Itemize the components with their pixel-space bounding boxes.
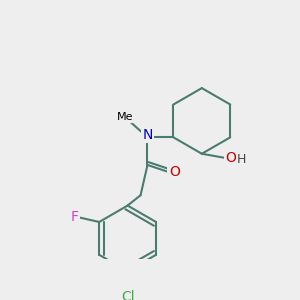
Text: Me: Me — [117, 112, 133, 122]
Text: N: N — [142, 128, 153, 142]
Text: H: H — [237, 153, 246, 166]
Text: Cl: Cl — [121, 290, 134, 300]
Text: F: F — [70, 210, 78, 224]
Text: O: O — [169, 165, 180, 179]
Text: O: O — [225, 151, 236, 165]
